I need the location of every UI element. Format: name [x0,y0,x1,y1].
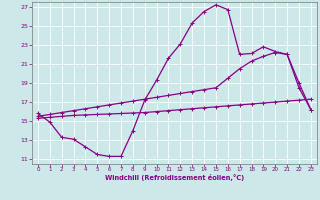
X-axis label: Windchill (Refroidissement éolien,°C): Windchill (Refroidissement éolien,°C) [105,174,244,181]
